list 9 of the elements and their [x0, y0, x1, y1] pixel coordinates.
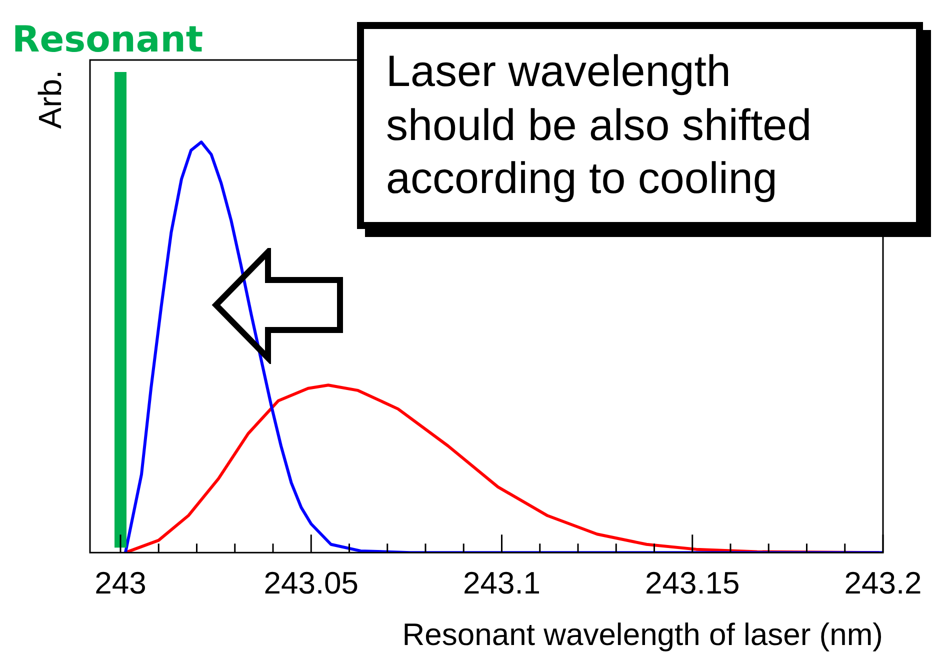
x-tick-label: 243 — [94, 566, 146, 601]
x-tick-label: 243.1 — [462, 566, 541, 601]
y-axis-title: Arb. — [32, 70, 68, 129]
x-tick-label: 243.05 — [264, 566, 359, 601]
ref-line-label: Resonant — [12, 19, 204, 60]
x-tick-label: 243.15 — [644, 566, 740, 601]
x-tick-label: 243.2 — [844, 566, 922, 601]
x-axis-title: Resonant wavelength of laser (nm) — [402, 616, 883, 652]
annotation: Laser wavelength should be also shifted according to cooling — [386, 46, 813, 206]
